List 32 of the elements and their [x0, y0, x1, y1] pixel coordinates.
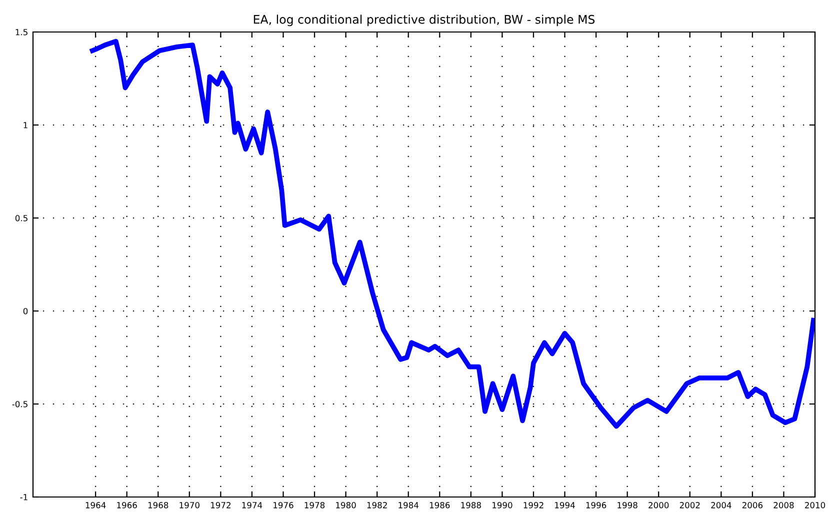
x-tick-label: 1984 — [398, 502, 418, 508]
x-tick-label: 1988 — [461, 502, 481, 508]
x-tick-label: 1968 — [148, 502, 168, 508]
y-tick-label: 1.5 — [16, 29, 28, 36]
x-tick-label: 1996 — [586, 502, 606, 508]
x-tick-label: 1994 — [555, 502, 575, 508]
x-tick-label: 1982 — [367, 502, 387, 508]
line-series — [90, 38, 815, 429]
y-tick-label: 0 — [23, 308, 28, 314]
x-tick-label: 1992 — [524, 502, 544, 508]
x-tick-label: 2006 — [742, 502, 763, 508]
x-tick-label: 2010 — [805, 502, 826, 508]
chart-title: EA, log conditional predictive distribution, BW - simple MS — [254, 14, 595, 26]
x-tick-label: 1970 — [180, 502, 200, 508]
x-tick-label: 2000 — [648, 502, 669, 508]
x-tick-label: 1974 — [242, 502, 262, 508]
x-tick-label: 1972 — [210, 502, 230, 508]
x-tick-label: 2002 — [680, 502, 700, 508]
x-tick-label: 1976 — [274, 502, 294, 508]
x-tick-label: 1978 — [304, 502, 325, 508]
x-tick-label: 1980 — [336, 502, 356, 508]
x-tick-label: 1986 — [430, 502, 450, 508]
y-tick-label: 0.5 — [15, 214, 28, 222]
x-tick-label: 2004 — [711, 502, 732, 508]
y-tick-label: 1 — [24, 122, 28, 128]
x-tick-label: 2008 — [774, 502, 794, 508]
y-tick-label: -0.5 — [12, 400, 28, 408]
x-tick-label: 1966 — [117, 502, 137, 508]
x-tick-label: 1990 — [492, 502, 512, 508]
y-tick-label: -1 — [20, 494, 28, 500]
x-tick-label: 1964 — [86, 502, 106, 508]
x-tick-label: 1998 — [618, 502, 638, 508]
